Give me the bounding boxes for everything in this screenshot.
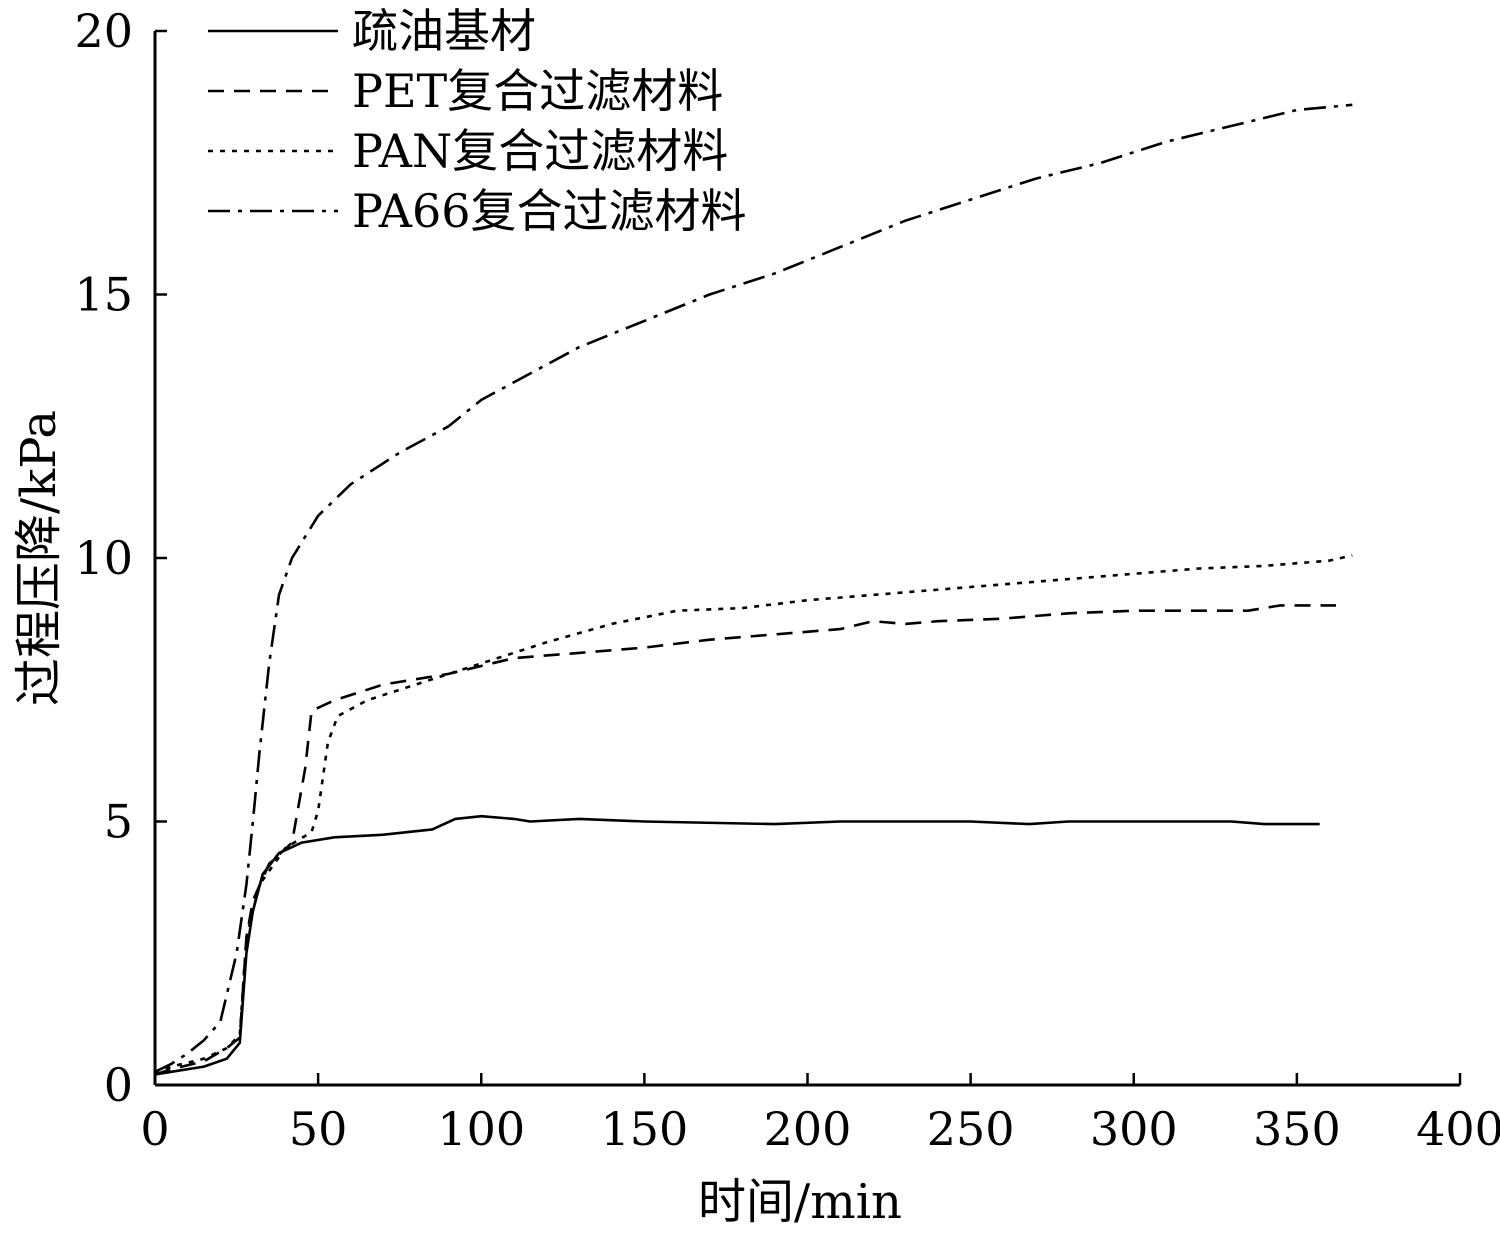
legend-label-3: PAN复合过滤材料 [352, 124, 728, 178]
series-line-1 [154, 814, 1320, 1076]
legend-label-2: PET复合过滤材料 [352, 64, 723, 118]
x-tick-label: 50 [289, 1102, 348, 1156]
series-line-3 [154, 554, 1353, 1076]
y-tick-label: 0 [104, 1058, 133, 1112]
series-line-2 [154, 604, 1336, 1076]
series-line-4 [154, 103, 1353, 1073]
x-tick-label: 250 [927, 1102, 1015, 1156]
axes: 时间/min 过程压降/kPa [11, 31, 1460, 1230]
x-tick-label: 200 [764, 1102, 852, 1156]
x-axis-title: 时间/min [698, 1174, 902, 1230]
x-tick-label: 300 [1090, 1102, 1178, 1156]
x-tick-label: 150 [600, 1102, 688, 1156]
plot-area [154, 103, 1353, 1076]
x-tick-label: 0 [140, 1102, 169, 1156]
x-tick-label: 100 [437, 1102, 525, 1156]
y-tick-label: 5 [104, 795, 133, 849]
ticks: 0 50 100 150 200 250 300 350 400 0 5 10 15 20 [74, 4, 1500, 1156]
y-tick-label: 15 [74, 268, 133, 322]
legend-label-4: PA66复合过滤材料 [352, 184, 746, 238]
y-tick-label: 20 [74, 4, 133, 58]
y-tick-label: 10 [74, 531, 133, 585]
legend: 疏油基材 PET复合过滤材料 PAN复合过滤材料 PA66复合过滤材料 [208, 4, 746, 238]
y-axis-title: 过程压降/kPa [11, 410, 67, 706]
legend-label-1: 疏油基材 [352, 4, 536, 58]
x-tick-label: 350 [1253, 1102, 1341, 1156]
x-tick-label: 400 [1416, 1102, 1500, 1156]
